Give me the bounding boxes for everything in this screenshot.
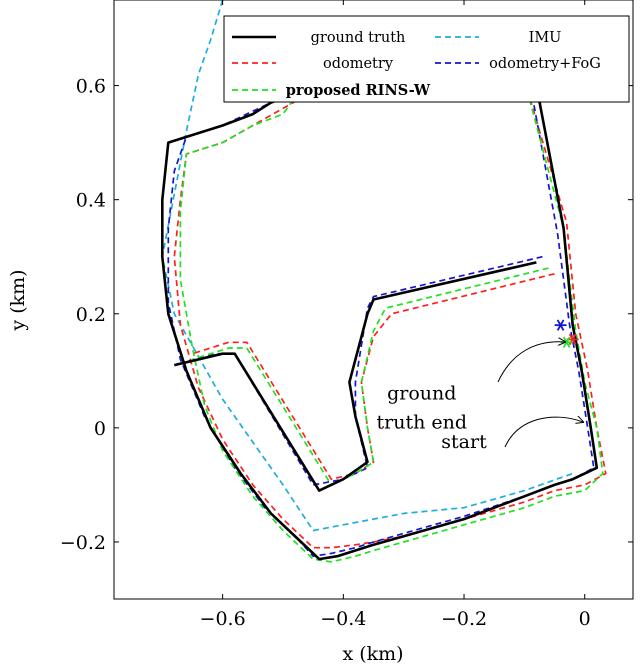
y-tick-label: −0.2 (60, 532, 106, 554)
legend-label-odometry-fog: odometry+FoG (489, 56, 601, 72)
series-odometry-line (173, 79, 607, 549)
legend-items: ground truth odometry proposed RINS-W IMU od… (232, 30, 601, 99)
y-tick-label: 0.2 (76, 304, 106, 326)
series-layer (161, 0, 607, 563)
annotation-arrow-start (504, 417, 583, 448)
y-axis-label: y (km) (7, 269, 29, 331)
annotation-arrow-end (497, 342, 565, 383)
x-tick-label: −0.2 (441, 608, 487, 630)
annotation-label: ground truth end (377, 382, 468, 433)
y-tick-label: 0.6 (76, 76, 106, 98)
series-odometry-inner-loop (192, 272, 555, 481)
x-tick-label: −0.6 (200, 608, 246, 630)
series-imu-line (161, 0, 573, 532)
legend-label-odometry: odometry (323, 56, 394, 72)
x-tick-layer: −0.6 −0.4 −0.2 0 (200, 0, 591, 630)
end-marker-2 (554, 319, 567, 331)
series-ground-truth-line (161, 84, 599, 561)
y-tick-layer: −0.2 0 0.2 0.4 0.6 (60, 76, 633, 554)
legend-label-proposed-rins-w: proposed RINS-W (286, 82, 431, 99)
series-ground-truth-inner-loop (174, 261, 537, 492)
legend: ground truth odometry proposed RINS-W IMU od… (223, 15, 630, 103)
x-tick-label: −0.4 (320, 608, 366, 630)
plot-frame (113, 0, 634, 600)
series-odometry-fog-line (167, 84, 595, 558)
legend-label-ground-truth: ground truth (311, 30, 406, 46)
series-proposed-rins-w-inner-loop (192, 267, 549, 486)
y-tick-label: 0.4 (76, 190, 106, 212)
legend-label-imu: IMU (529, 30, 562, 46)
series-proposed-rins-w-line (179, 79, 604, 563)
y-tick-label: 0 (94, 418, 106, 440)
legend-box (223, 15, 630, 103)
x-axis-label: x (km) (342, 643, 403, 665)
x-tick-label: 0 (579, 608, 591, 630)
annotation-label: start (441, 431, 487, 453)
end-marker-layer (554, 319, 579, 348)
